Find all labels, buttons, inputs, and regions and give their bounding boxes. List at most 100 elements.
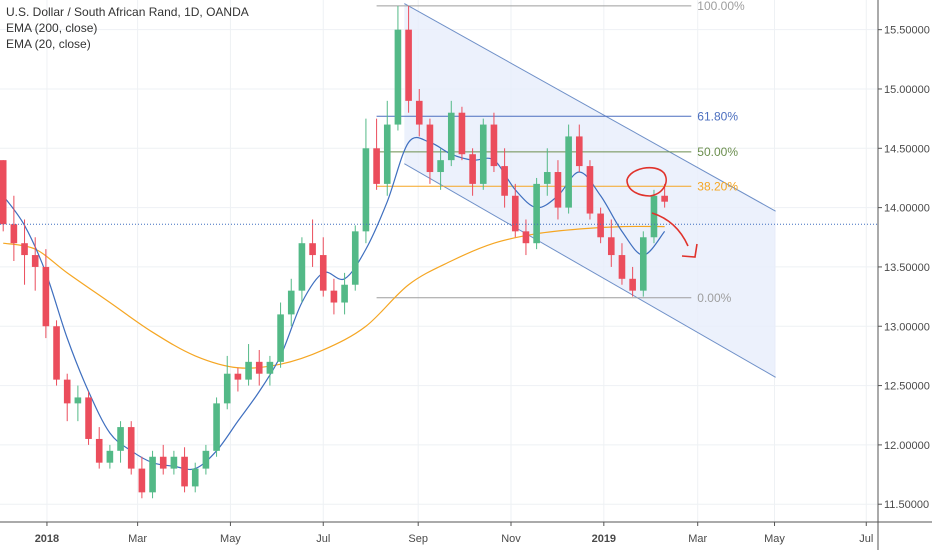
candle-body[interactable] bbox=[437, 160, 444, 173]
candle-body[interactable] bbox=[351, 231, 359, 285]
annotation-arrow-curve bbox=[651, 212, 689, 247]
annotation-arrow-head bbox=[681, 243, 698, 258]
x-tick-label: Jul bbox=[316, 533, 330, 545]
candle-body[interactable] bbox=[277, 314, 284, 362]
candle-body[interactable] bbox=[629, 278, 636, 291]
candle-body[interactable] bbox=[53, 326, 60, 380]
candle-body[interactable] bbox=[458, 112, 466, 155]
x-tick-label: Mar bbox=[128, 533, 147, 545]
candle-body[interactable] bbox=[661, 195, 668, 202]
candle-body[interactable] bbox=[170, 456, 178, 469]
candle-body[interactable] bbox=[138, 468, 146, 493]
candle-body[interactable] bbox=[245, 361, 252, 380]
y-tick-label: 13.50000 bbox=[884, 262, 930, 274]
candle-body[interactable] bbox=[426, 124, 434, 173]
candle-body[interactable] bbox=[149, 456, 156, 493]
candle-body[interactable] bbox=[650, 195, 658, 238]
candle-body[interactable] bbox=[394, 29, 402, 125]
x-tick-label: 2018 bbox=[35, 533, 59, 545]
candle-body[interactable] bbox=[469, 154, 476, 184]
candle-body[interactable] bbox=[479, 124, 487, 184]
annotation-ellipse bbox=[626, 166, 667, 197]
candle-body[interactable] bbox=[405, 29, 412, 101]
chart-legend: U.S. Dollar / South African Rand, 1D, OA… bbox=[6, 4, 249, 52]
candle-body[interactable] bbox=[127, 427, 135, 469]
candle-body[interactable] bbox=[309, 243, 316, 256]
x-tick-label: Sep bbox=[408, 533, 428, 545]
candle-body[interactable] bbox=[543, 172, 551, 184]
candle-body[interactable] bbox=[31, 255, 39, 267]
y-tick-label: 12.50000 bbox=[884, 381, 930, 393]
annotations bbox=[626, 166, 698, 258]
y-tick-label: 15.50000 bbox=[884, 25, 930, 37]
fib-level-label: 0.00% bbox=[697, 291, 731, 305]
candle-body[interactable] bbox=[117, 427, 124, 451]
candle-body[interactable] bbox=[266, 361, 274, 374]
candle-body[interactable] bbox=[522, 231, 530, 244]
candle-body[interactable] bbox=[373, 148, 380, 184]
candle-body[interactable] bbox=[42, 266, 50, 327]
candle-body[interactable] bbox=[255, 361, 263, 374]
candle-body[interactable] bbox=[319, 255, 327, 291]
candle-body[interactable] bbox=[202, 450, 210, 469]
candle-body[interactable] bbox=[362, 148, 370, 232]
x-tick-label: Mar bbox=[688, 533, 707, 545]
ema200-legend: EMA (200, close) bbox=[6, 21, 98, 35]
candles bbox=[0, 5, 668, 499]
candle-body[interactable] bbox=[586, 166, 594, 214]
candle-body[interactable] bbox=[447, 112, 455, 161]
candle-body[interactable] bbox=[63, 379, 71, 404]
candle-body[interactable] bbox=[565, 136, 572, 208]
candle-body[interactable] bbox=[618, 255, 626, 279]
candle-body[interactable] bbox=[223, 373, 231, 404]
candle-body[interactable] bbox=[341, 284, 348, 303]
channel-upper-line[interactable] bbox=[404, 3, 776, 212]
candle-body[interactable] bbox=[501, 166, 508, 196]
candle-body[interactable] bbox=[330, 290, 338, 303]
candle-body[interactable] bbox=[181, 456, 188, 487]
chart-title: U.S. Dollar / South African Rand, 1D, OA… bbox=[6, 5, 249, 19]
candle-body[interactable] bbox=[511, 195, 519, 232]
candle-body[interactable] bbox=[298, 243, 306, 291]
ema20-legend: EMA (20, close) bbox=[6, 37, 91, 51]
fib-level-label: 100.00% bbox=[697, 0, 745, 13]
ema200-path[interactable] bbox=[3, 225, 665, 369]
y-tick-label: 13.00000 bbox=[884, 321, 930, 333]
x-tick-label: Nov bbox=[501, 533, 521, 545]
x-tick-label: Jul bbox=[859, 533, 873, 545]
y-tick-label: 15.00000 bbox=[884, 84, 930, 96]
candle-body[interactable] bbox=[575, 136, 583, 167]
candle-body[interactable] bbox=[85, 397, 92, 439]
fib-level-label: 50.00% bbox=[697, 145, 738, 159]
candle-body[interactable] bbox=[287, 290, 295, 315]
candle-body[interactable] bbox=[74, 397, 82, 404]
candle-body[interactable] bbox=[0, 160, 7, 225]
fib-level-label: 61.80% bbox=[697, 109, 738, 123]
channel-lower-line[interactable] bbox=[404, 163, 776, 378]
candle-body[interactable] bbox=[607, 237, 615, 256]
candle-body[interactable] bbox=[213, 403, 220, 451]
y-tick-label: 12.00000 bbox=[884, 440, 930, 452]
candle-body[interactable] bbox=[490, 124, 498, 167]
candle-body[interactable] bbox=[639, 237, 647, 291]
fib-level-label: 38.20% bbox=[697, 179, 738, 193]
candle-body[interactable] bbox=[234, 373, 242, 380]
ema200-line bbox=[3, 225, 665, 369]
candle-body[interactable] bbox=[106, 450, 114, 463]
x-tick-label: May bbox=[764, 533, 785, 545]
candle-body[interactable] bbox=[415, 100, 423, 125]
candle-body[interactable] bbox=[383, 124, 391, 184]
y-tick-label: 11.50000 bbox=[884, 499, 929, 511]
candle-body[interactable] bbox=[191, 468, 199, 487]
candle-body[interactable] bbox=[159, 456, 167, 469]
candle-body[interactable] bbox=[10, 224, 18, 244]
y-tick-label: 14.50000 bbox=[884, 143, 930, 155]
candle-body[interactable] bbox=[597, 213, 604, 238]
candle-body[interactable] bbox=[95, 438, 103, 463]
candle-body[interactable] bbox=[554, 172, 562, 208]
candle-body[interactable] bbox=[533, 183, 540, 244]
x-tick-label: 2019 bbox=[592, 533, 616, 545]
candle-body[interactable] bbox=[21, 243, 28, 256]
